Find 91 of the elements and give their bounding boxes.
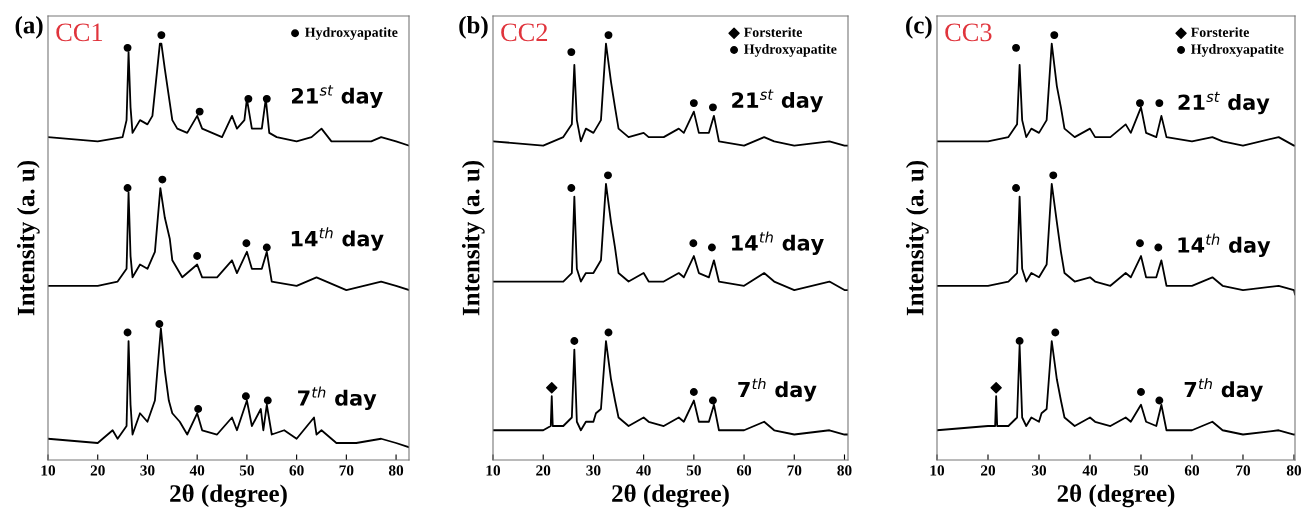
y-axis-title: Intensity (a. u): [905, 160, 929, 316]
x-tick-label: 50: [239, 465, 254, 476]
point: [123, 43, 132, 52]
point: [604, 328, 613, 337]
series-label: 14$^{th}$ day: [1178, 233, 1271, 258]
x-tick-label: 40: [189, 465, 205, 476]
x-tick-label: 40: [1082, 465, 1098, 476]
legend-label: Hydroxyapatite: [744, 44, 837, 57]
point: [241, 392, 250, 401]
x-tick-label: 60: [1184, 465, 1200, 476]
x-axis-title: 2θ (degree): [612, 484, 729, 508]
x-tick-label: 20: [981, 465, 996, 476]
series-label: 14$^{th}$ day: [732, 231, 824, 255]
point: [1015, 337, 1024, 345]
x-tick-label: 10: [930, 465, 945, 476]
chart-title: CC3: [945, 23, 992, 42]
series-label: 14$^{th}$ day: [291, 227, 384, 251]
x-tick-label: 30: [586, 465, 601, 476]
x-tick-label: 50: [1133, 465, 1149, 476]
point: [1012, 43, 1020, 52]
text: (b): [459, 16, 488, 39]
x-tick-label: 70: [1236, 465, 1251, 476]
chart-title: CC1: [56, 23, 103, 42]
point: [262, 94, 271, 103]
point: [123, 328, 132, 337]
point: [1049, 171, 1058, 180]
point: [689, 99, 698, 108]
x-tick-label: 70: [787, 465, 802, 476]
x-tick-label: 20: [90, 465, 105, 476]
point: [570, 337, 579, 345]
point: [689, 388, 698, 396]
point: [263, 396, 272, 405]
series-label: 7$^{th}$ day: [738, 378, 817, 402]
x-tick-label: 80: [1286, 465, 1302, 476]
legend-label: Forsterite: [1191, 27, 1250, 37]
point: [1137, 388, 1145, 396]
x-tick-label: 60: [736, 465, 752, 476]
point: [1012, 184, 1020, 193]
x-tick-label: 20: [536, 465, 551, 476]
x-tick-label: 10: [486, 465, 501, 476]
point: [1155, 99, 1164, 108]
point: [193, 252, 202, 261]
y-axis-title: Intensity (a. u): [461, 160, 485, 316]
x-tick-label: 60: [289, 465, 304, 476]
series-label: 21$^{st}$ day: [732, 89, 824, 113]
point: [546, 382, 558, 394]
point: [567, 184, 576, 193]
chart-title: CC2: [501, 23, 548, 42]
text: (c): [906, 16, 932, 39]
point: [244, 94, 253, 103]
point: [567, 48, 576, 57]
series-label: 7$^{th}$ day: [298, 386, 377, 411]
x-tick-label: 30: [140, 465, 155, 476]
x-tick-label: 70: [339, 465, 354, 476]
point: [990, 382, 1002, 394]
x-tick-label: 80: [388, 465, 404, 476]
point: [1050, 31, 1059, 40]
point: [123, 184, 132, 193]
x-axis-title: 2θ (degree): [170, 484, 287, 508]
point: [1136, 239, 1144, 248]
series-label: 7$^{th}$ day: [1184, 378, 1263, 402]
legend-label: Hydroxyapatite: [1191, 44, 1284, 57]
series-label: 21$^{st}$ day: [291, 85, 383, 108]
series-label: 21$^{st}$ day: [1178, 91, 1270, 115]
point: [708, 103, 717, 112]
point: [195, 107, 204, 116]
point: [1155, 396, 1164, 405]
point: [708, 396, 717, 405]
point: [157, 31, 166, 40]
point: [1051, 328, 1060, 337]
legend-label: Hydroxyapatite: [305, 27, 398, 40]
x-tick-label: 40: [636, 465, 651, 476]
legend-label: Forsterite: [744, 27, 803, 37]
point: [158, 175, 167, 184]
text: (a): [15, 16, 43, 39]
x-tick-label: 50: [686, 465, 701, 476]
y-axis-title: Intensity (a. u): [16, 160, 40, 316]
x-tick-label: 80: [837, 465, 852, 476]
point: [707, 243, 716, 252]
point: [689, 239, 698, 248]
point: [1136, 99, 1144, 108]
point: [604, 31, 613, 40]
point: [1154, 243, 1163, 252]
point: [155, 320, 164, 328]
point: [262, 243, 271, 252]
point: [604, 171, 612, 180]
x-tick-label: 10: [41, 465, 56, 476]
x-tick-label: 30: [1031, 465, 1047, 476]
point: [194, 405, 203, 413]
point: [242, 239, 251, 248]
x-axis-title: 2θ (degree): [1057, 484, 1175, 508]
